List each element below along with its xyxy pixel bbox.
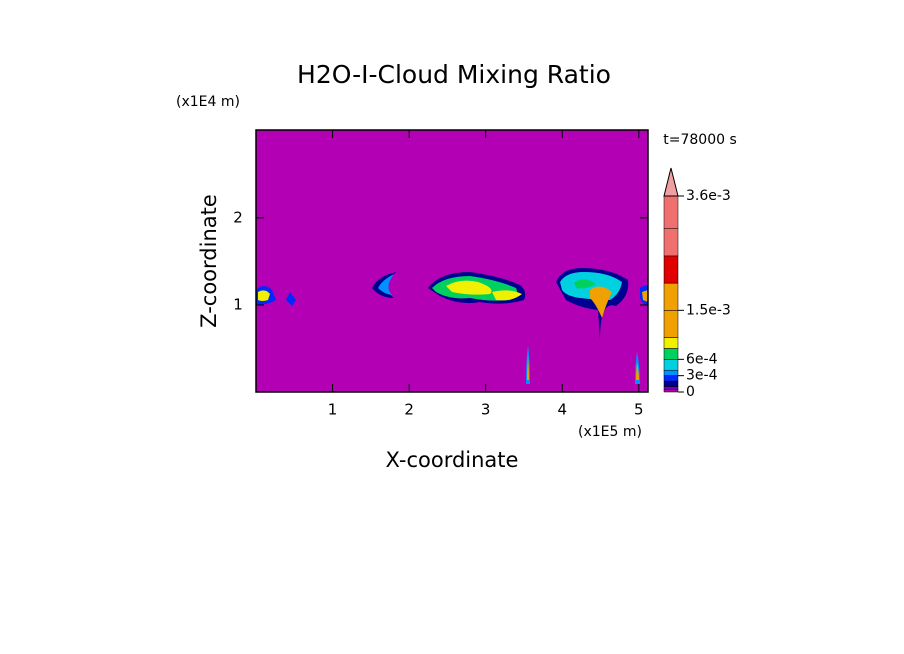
- colorbar-tick-label: 0: [686, 384, 695, 400]
- colorbar-band: [663, 380, 679, 387]
- colorbar-band: [663, 375, 679, 382]
- colorbar-band: [663, 310, 679, 338]
- x-tick-label: 2: [404, 401, 414, 419]
- colorbar-band: [663, 348, 679, 360]
- field-background: [256, 130, 648, 392]
- y-tick-label: 2: [233, 208, 243, 226]
- colorbar-band: [663, 369, 679, 376]
- contour-field: [256, 268, 648, 384]
- colorbar-tick-label: 3e-4: [686, 368, 718, 384]
- colorbar-band: [663, 255, 679, 284]
- chart-title: H2O-I-Cloud Mixing Ratio: [297, 60, 611, 89]
- y-unit: (x1E4 m): [176, 94, 240, 110]
- y-tick-label: 1: [233, 295, 243, 313]
- colorbar-band: [663, 359, 679, 371]
- plot-area: [256, 130, 648, 392]
- colorbar-band: [663, 389, 679, 393]
- annotation: t=78000 s: [663, 132, 737, 148]
- colorbar-extend: [663, 167, 679, 197]
- colorbar-band: [663, 228, 679, 257]
- colorbar-band: [663, 337, 679, 349]
- plot-frame: [255, 129, 649, 393]
- x-tick-label: 1: [328, 401, 338, 419]
- colorbar-tick-label: 1.5e-3: [686, 302, 731, 318]
- x-unit: (x1E5 m): [578, 424, 642, 440]
- colorbar-band: [663, 282, 679, 311]
- axes: 1 2 3 4 5 1 2 03e-46e-4 1.5e-3 3.6e-3: [233, 129, 731, 419]
- colorbar-tick-label: 6e-4: [686, 351, 718, 367]
- colorbar-tick-label: 3.6e-3: [686, 188, 731, 204]
- x-axis-label: X-coordinate: [386, 448, 519, 472]
- colorbar-band: [663, 195, 679, 229]
- x-tick-label: 5: [634, 401, 644, 419]
- x-tick-label: 4: [557, 401, 567, 419]
- y-axis-label: Z-coordinate: [197, 194, 221, 328]
- x-tick-label: 3: [481, 401, 491, 419]
- colorbar-band: [663, 386, 679, 390]
